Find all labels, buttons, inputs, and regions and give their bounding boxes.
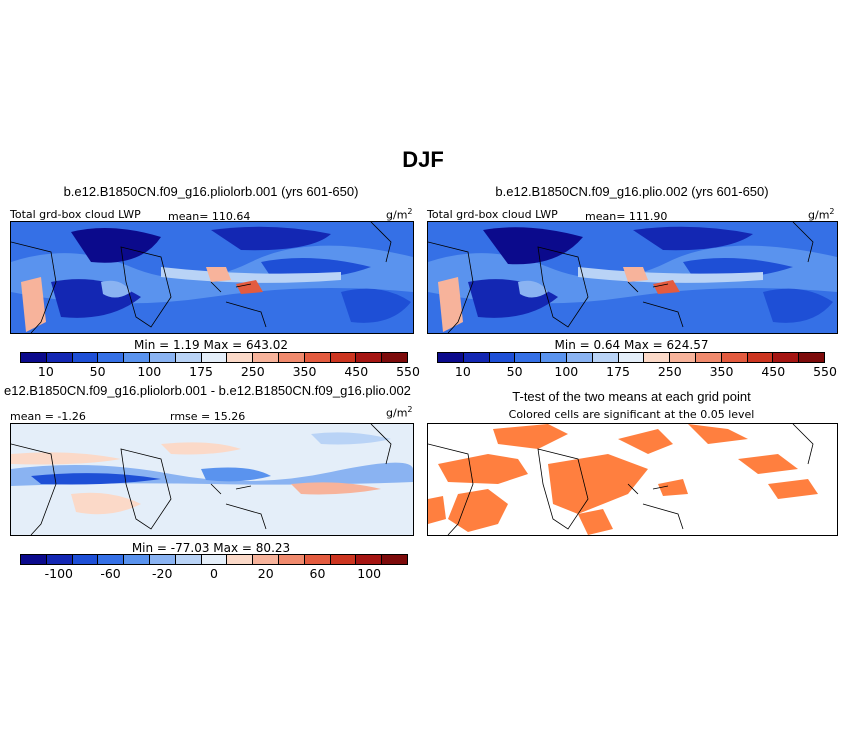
colorbar-tick-label: 250: [240, 364, 265, 379]
colorbar-swatch: [773, 353, 800, 362]
colorbar-swatch: [438, 353, 464, 362]
colorbar-swatch: [489, 353, 516, 362]
panel4-significant-cells: [428, 424, 818, 535]
panel2-units: g/m2: [808, 207, 835, 222]
colorbar-tick-label: 550: [813, 364, 837, 379]
panel3-title: e12.B1850CN.f09_g16.pliolorb.001 - b.e12…: [4, 383, 411, 398]
colorbar-swatch: [46, 555, 73, 564]
panel1-variable-label: Total grd-box cloud LWP: [10, 208, 141, 221]
panel4-map: [427, 423, 838, 536]
colorbar-tick-label: 175: [189, 364, 213, 379]
panel1-map: [10, 221, 414, 334]
colorbar-swatch: [541, 353, 567, 362]
colorbar-swatch: [330, 555, 357, 564]
colorbar-tick-label: 350: [709, 364, 734, 379]
colorbar-tick-label: 250: [657, 364, 682, 379]
colorbar-tick-label: -100: [44, 566, 73, 581]
colorbar-swatch: [382, 555, 407, 564]
colorbar-tick-label: -60: [100, 566, 121, 581]
panel1-title: b.e12.B1850CN.f09_g16.pliolorb.001 (yrs …: [63, 184, 359, 199]
colorbar-tick-label: 10: [37, 364, 54, 379]
panel3-minmax: Min = -77.03 Max = 80.23: [131, 541, 291, 555]
panel2-lwp-field: [428, 222, 837, 333]
colorbar-swatch: [46, 353, 73, 362]
panel3-units: g/m2: [386, 405, 413, 420]
panel4-subtitle: Colored cells are significant at the 0.0…: [508, 408, 755, 421]
colorbar-tick-label: 100: [554, 364, 579, 379]
panel3-rmse-label: rmse = 15.26: [170, 410, 246, 423]
panel1-units: g/m2: [386, 207, 413, 222]
colorbar-swatch: [175, 555, 202, 564]
colorbar-tick-label: 50: [89, 364, 106, 379]
colorbar-swatch: [721, 353, 748, 362]
panel1-minmax: Min = 1.19 Max = 643.02: [134, 338, 288, 352]
colorbar-swatch: [278, 353, 305, 362]
colorbar-swatch: [356, 555, 383, 564]
panel3-colorbar: [20, 554, 408, 565]
colorbar-swatch: [304, 353, 331, 362]
colorbar-swatch: [644, 353, 671, 362]
panel3-mean-label: mean = -1.26: [10, 410, 86, 423]
colorbar-swatch: [618, 353, 645, 362]
panel3-map: [10, 423, 414, 536]
colorbar-swatch: [21, 353, 47, 362]
colorbar-swatch: [149, 555, 176, 564]
colorbar-tick-label: 350: [292, 364, 317, 379]
colorbar-tick-label: 50: [506, 364, 523, 379]
panel2-mean-label: mean= 111.90: [585, 210, 668, 223]
panel1-lwp-field: [11, 222, 413, 333]
panel4-title: T-test of the two means at each grid poi…: [512, 389, 751, 404]
colorbar-tick-label: 100: [137, 364, 162, 379]
colorbar-swatch: [72, 555, 99, 564]
colorbar-swatch: [124, 555, 150, 564]
colorbar-swatch: [227, 353, 254, 362]
colorbar-tick-label: 450: [761, 364, 786, 379]
colorbar-swatch: [98, 555, 125, 564]
colorbar-tick-label: -20: [152, 566, 173, 581]
colorbar-swatch: [98, 353, 125, 362]
colorbar-swatch: [201, 555, 228, 564]
panel2-variable-label: Total grd-box cloud LWP: [427, 208, 558, 221]
colorbar-swatch: [382, 353, 407, 362]
colorbar-swatch: [799, 353, 824, 362]
colorbar-swatch: [21, 555, 47, 564]
panel2-minmax: Min = 0.64 Max = 624.57: [554, 338, 709, 352]
panel1-colorbar: [20, 352, 408, 363]
colorbar-swatch: [201, 353, 228, 362]
colorbar-swatch: [253, 353, 279, 362]
colorbar-swatch: [278, 555, 305, 564]
colorbar-swatch: [304, 555, 331, 564]
colorbar-swatch: [515, 353, 542, 362]
colorbar-tick-label: 10: [454, 364, 471, 379]
colorbar-swatch: [463, 353, 490, 362]
panel2-map: [427, 221, 838, 334]
colorbar-tick-label: 20: [257, 566, 274, 581]
colorbar-tick-label: 100: [357, 566, 382, 581]
colorbar-swatch: [670, 353, 696, 362]
colorbar-swatch: [227, 555, 254, 564]
colorbar-swatch: [124, 353, 150, 362]
panel2-title: b.e12.B1850CN.f09_g16.plio.002 (yrs 601-…: [495, 184, 769, 199]
colorbar-swatch: [356, 353, 383, 362]
colorbar-swatch: [175, 353, 202, 362]
colorbar-swatch: [149, 353, 176, 362]
panel1-mean-label: mean= 110.64: [168, 210, 251, 223]
panel4-significance-field: [428, 424, 837, 535]
colorbar-tick-label: 175: [606, 364, 630, 379]
panel2-colorbar: [437, 352, 825, 363]
colorbar-swatch: [747, 353, 774, 362]
panel3-difference-field: [11, 424, 413, 535]
colorbar-swatch: [330, 353, 357, 362]
colorbar-tick-label: 450: [344, 364, 369, 379]
colorbar-swatch: [253, 555, 279, 564]
colorbar-tick-label: 0: [210, 566, 218, 581]
colorbar-tick-label: 60: [309, 566, 326, 581]
colorbar-tick-label: 550: [396, 364, 420, 379]
colorbar-swatch: [72, 353, 99, 362]
figure-title: DJF: [402, 147, 444, 172]
colorbar-swatch: [566, 353, 593, 362]
colorbar-swatch: [592, 353, 619, 362]
colorbar-swatch: [695, 353, 722, 362]
